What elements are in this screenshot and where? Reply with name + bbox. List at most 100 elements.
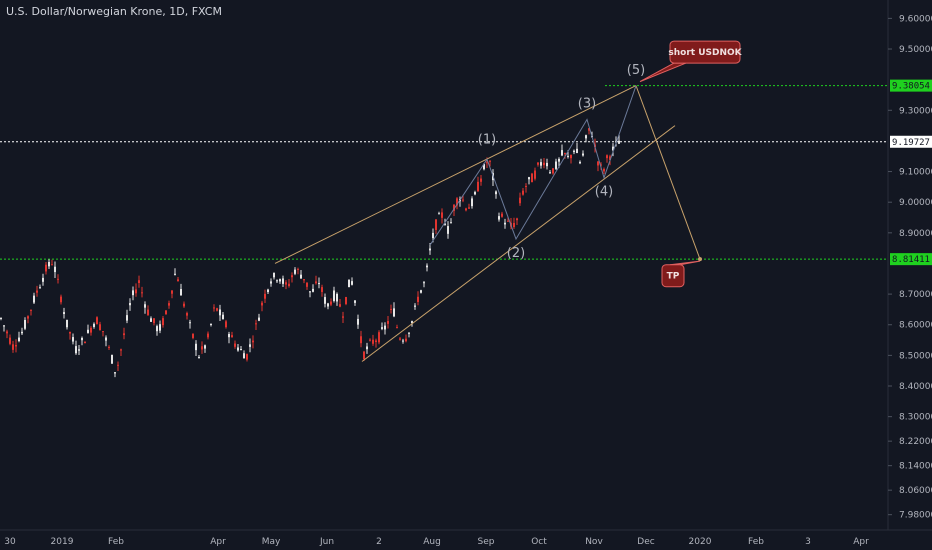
candle-body bbox=[288, 283, 290, 287]
candle-body bbox=[432, 232, 434, 239]
x-tick-label: 30 bbox=[4, 537, 16, 547]
candle-body bbox=[315, 281, 317, 284]
candle-body bbox=[246, 354, 248, 360]
candle-body bbox=[54, 266, 56, 273]
candle-body bbox=[156, 326, 158, 332]
candle-body bbox=[546, 162, 548, 167]
candle-body bbox=[45, 264, 47, 272]
candle-body bbox=[39, 287, 41, 289]
candle-body bbox=[213, 307, 215, 309]
candle-body bbox=[174, 273, 176, 275]
candle-body bbox=[426, 265, 428, 268]
y-tick-label: 9.60000 bbox=[899, 14, 932, 24]
candle-body bbox=[393, 308, 395, 317]
candle-body bbox=[234, 343, 236, 347]
symbol-title: U.S. Dollar/Norwegian Krone, 1D, FXCM bbox=[6, 5, 222, 18]
wave-label: (3) bbox=[578, 96, 596, 111]
candle-body bbox=[603, 168, 605, 172]
candle-body bbox=[84, 341, 86, 344]
candle-body bbox=[291, 275, 293, 278]
candle-body bbox=[516, 218, 518, 221]
x-tick-label: May bbox=[262, 537, 281, 547]
candle-body bbox=[18, 337, 20, 342]
candle-body bbox=[165, 310, 167, 315]
candle-body bbox=[123, 333, 125, 336]
candle-body bbox=[69, 331, 71, 334]
y-tick-label: 8.22000 bbox=[899, 437, 932, 447]
x-tick-label: Dec bbox=[637, 537, 654, 547]
candle-body bbox=[147, 309, 149, 315]
candle-body bbox=[378, 332, 380, 343]
candle-body bbox=[381, 327, 383, 329]
y-tick-label: 8.06000 bbox=[899, 486, 932, 496]
candle-body bbox=[327, 303, 329, 307]
candle-body bbox=[168, 303, 170, 306]
x-tick-label: Oct bbox=[531, 537, 547, 547]
candle-body bbox=[42, 277, 44, 282]
grid-layer bbox=[0, 85, 888, 260]
price-tag-box bbox=[890, 253, 932, 266]
candle-body bbox=[531, 173, 533, 183]
y-tick-label: 8.60000 bbox=[899, 321, 932, 331]
candle-body bbox=[606, 155, 608, 159]
candle-body bbox=[303, 279, 305, 281]
candle-body bbox=[468, 207, 470, 209]
candle-body bbox=[363, 351, 365, 360]
candle-body bbox=[63, 312, 65, 315]
candle-body bbox=[162, 318, 164, 326]
candle-body bbox=[435, 219, 437, 230]
y-tick-label: 9.10000 bbox=[899, 168, 932, 178]
upper-channel-line bbox=[274, 85, 637, 264]
candle-body bbox=[360, 336, 362, 344]
candle-body bbox=[582, 153, 584, 156]
candle-body bbox=[462, 199, 464, 201]
candle-body bbox=[477, 181, 479, 192]
candle-body bbox=[144, 304, 146, 308]
candle-body bbox=[399, 338, 401, 340]
candle-body bbox=[51, 264, 53, 266]
candle-body bbox=[528, 177, 530, 180]
candle-body bbox=[30, 309, 32, 311]
candle-body bbox=[279, 279, 281, 282]
candle-body bbox=[198, 356, 200, 358]
candle-body bbox=[57, 278, 59, 280]
y-tick-label: 8.30000 bbox=[899, 413, 932, 423]
candle-body bbox=[204, 345, 206, 349]
candle-body bbox=[519, 197, 521, 204]
candle-body bbox=[447, 226, 449, 234]
candle-body bbox=[372, 339, 374, 344]
candle-body bbox=[186, 313, 188, 316]
price-tag-label: 9.19727 bbox=[892, 138, 930, 148]
candle-body bbox=[300, 274, 302, 279]
candle-body bbox=[549, 172, 551, 174]
candle-body bbox=[600, 164, 602, 166]
candle-body bbox=[231, 335, 233, 338]
candle-body bbox=[567, 155, 569, 157]
candle-body bbox=[9, 337, 11, 344]
candle-body bbox=[324, 297, 326, 304]
wave-label: (1) bbox=[478, 132, 496, 147]
candle-body bbox=[249, 344, 251, 347]
candle-body bbox=[294, 269, 296, 274]
candle-body bbox=[348, 279, 350, 288]
candle-body bbox=[96, 317, 98, 325]
candle-body bbox=[543, 162, 545, 166]
elliott-wave-path bbox=[429, 85, 637, 246]
candle-body bbox=[183, 303, 185, 307]
candle-body bbox=[576, 148, 578, 154]
candle-body bbox=[588, 128, 590, 131]
candle-body bbox=[282, 278, 284, 284]
candle-body bbox=[219, 309, 221, 316]
x-tick-label: Apr bbox=[853, 537, 869, 547]
candle-body bbox=[444, 223, 446, 225]
short-callout: short USDNOK bbox=[639, 40, 743, 83]
candle-body bbox=[390, 308, 392, 310]
candle-body bbox=[225, 321, 227, 328]
candle-body bbox=[177, 279, 179, 282]
candle-body bbox=[354, 300, 356, 303]
x-tick-label: Nov bbox=[585, 537, 603, 547]
candle-body bbox=[171, 290, 173, 294]
candle-body bbox=[552, 168, 554, 174]
